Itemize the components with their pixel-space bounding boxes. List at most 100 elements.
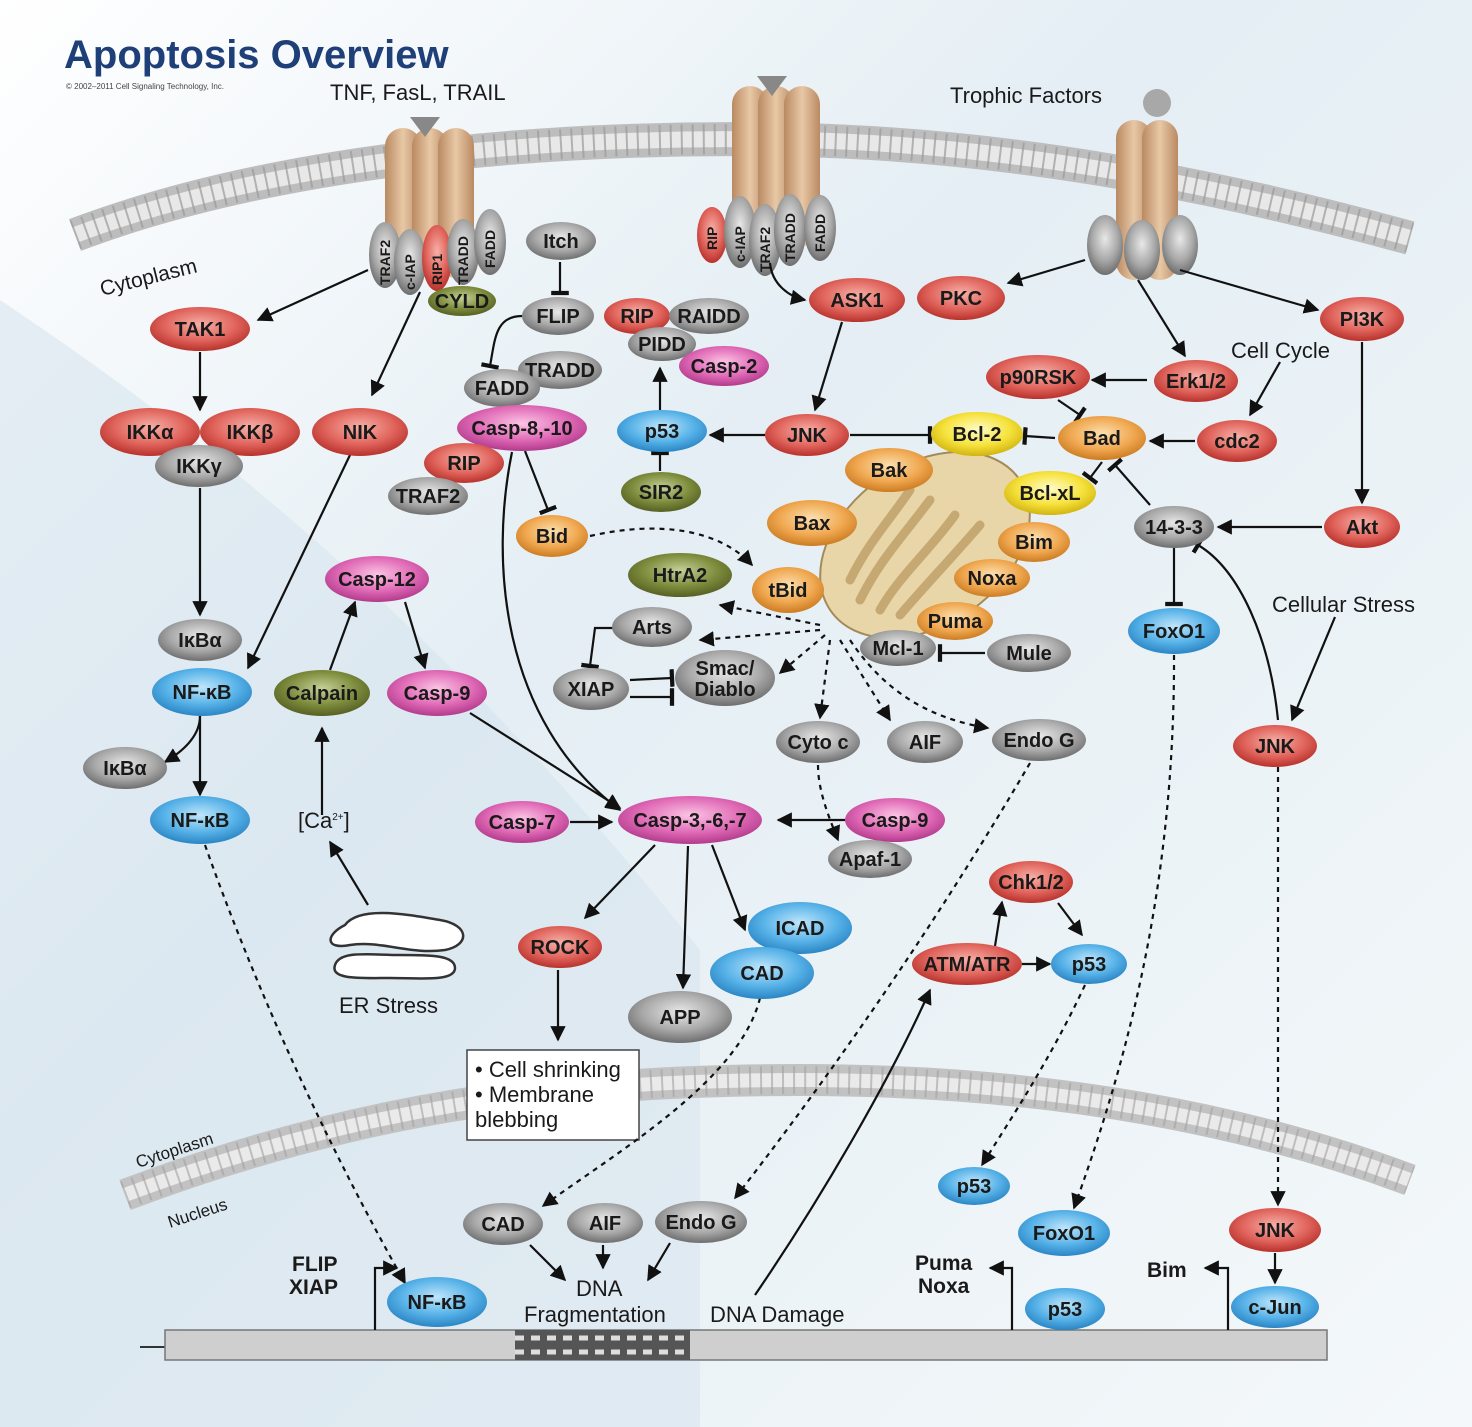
node-flip: FLIP <box>522 297 594 335</box>
node-tradd-label: TRADD <box>525 360 595 382</box>
node-casp7-label: Casp-7 <box>489 812 556 834</box>
node-ikkb-label: IKKβ <box>227 422 274 444</box>
node-calpain-shape <box>274 670 370 716</box>
node-nik: NIK <box>312 408 408 456</box>
node-nfkb2-shape <box>150 796 250 844</box>
node-bax: Bax <box>767 500 857 546</box>
node-calpain-label: Calpain <box>286 683 358 705</box>
node-bak-label: Bak <box>871 460 909 482</box>
r1-tradd: TRADD <box>455 236 471 285</box>
phenotype-line-1: • Cell shrinking <box>475 1057 621 1082</box>
node-cad2-label: CAD <box>481 1214 524 1236</box>
node-p53b-label: p53 <box>1072 954 1106 976</box>
node-bak-shape <box>845 448 933 492</box>
noxa-output: Noxa <box>918 1275 970 1298</box>
dna-fragmentation-label-2: Fragmentation <box>524 1302 666 1327</box>
node-pi3k-label: PI3K <box>1340 309 1385 331</box>
node-raidd: RAIDD <box>669 298 749 334</box>
node-p53d-label: p53 <box>1048 1299 1082 1321</box>
phenotype-line-2: • Membrane <box>475 1082 594 1107</box>
node-nik-shape <box>312 408 408 456</box>
xiap-output: XIAP <box>289 1276 338 1299</box>
node-jnk3-shape <box>1229 1208 1321 1252</box>
r1-fadd: FADD <box>482 230 498 268</box>
edge-34 <box>1081 461 1103 485</box>
node-casp810-label: Casp-8,-10 <box>471 418 572 440</box>
node-bid-label: Bid <box>536 526 568 548</box>
node-nfkb1-label: NF-κB <box>173 682 232 704</box>
node-aif2: AIF <box>567 1203 643 1243</box>
edge-8 <box>329 840 369 906</box>
node-fadd: FADD <box>464 369 540 407</box>
node-atm: ATM/ATR <box>912 943 1022 985</box>
node-cad1-label: CAD <box>740 963 783 985</box>
node-bax-shape <box>767 500 857 546</box>
node-casp7-shape <box>475 801 569 843</box>
node-app-shape <box>628 991 732 1043</box>
node-cdc2: cdc2 <box>1197 420 1277 462</box>
node-p53d: p53 <box>1025 1288 1105 1330</box>
node-bad-shape <box>1058 416 1146 460</box>
r1-ciap: c-IAP <box>402 254 418 290</box>
node-ikkg-shape <box>155 445 243 487</box>
edge-11 <box>469 712 622 809</box>
edge-53 <box>583 844 656 920</box>
node-casp7: Casp-7 <box>475 801 569 843</box>
puma-output: Puma <box>915 1252 973 1275</box>
dna-damage-label: DNA Damage <box>710 1302 845 1327</box>
node-atm-shape <box>912 943 1022 985</box>
node-mcl1-shape <box>860 630 936 666</box>
node-atm-label: ATM/ATR <box>923 954 1011 976</box>
node-nik-label: NIK <box>343 422 378 444</box>
calcium-label: [Ca2+] <box>298 808 350 833</box>
node-apaf1-label: Apaf-1 <box>839 849 901 871</box>
edge-10 <box>403 601 429 670</box>
node-bax-label: Bax <box>794 513 831 535</box>
node-casp9a-label: Casp-9 <box>404 683 471 705</box>
node-noxa-label: Noxa <box>968 568 1018 590</box>
node-cyld-shape <box>428 286 496 316</box>
edge-65 <box>992 900 1008 947</box>
node-bid-shape <box>516 515 588 557</box>
node-pkc: PKC <box>917 276 1005 320</box>
node-rock: ROCK <box>518 926 602 968</box>
edge-54 <box>675 845 692 990</box>
node-pidd: PIDD <box>628 327 696 361</box>
node-pkc-shape <box>917 276 1005 320</box>
node-nfkb3-label: NF-κB <box>408 1292 467 1314</box>
node-cjun-label: c-Jun <box>1248 1297 1301 1319</box>
node-endog2-shape <box>655 1201 747 1243</box>
node-mule-shape <box>987 634 1071 672</box>
node-flip-label: FLIP <box>536 306 579 328</box>
r1-traf2: TRAF2 <box>377 240 393 285</box>
node-xiap-shape <box>553 668 629 710</box>
node-casp2-label: Casp-2 <box>691 356 758 378</box>
node-b1433: 14-3-3 <box>1134 506 1214 548</box>
node-ask1-label: ASK1 <box>830 290 883 312</box>
node-b1433-shape <box>1134 506 1214 548</box>
node-chk: Chk1/2 <box>989 861 1073 903</box>
node-p90rsk-shape <box>986 355 1090 399</box>
node-bcl2-shape <box>931 412 1023 456</box>
node-cytoc: Cyto c <box>776 721 860 763</box>
edge-15 <box>589 527 754 567</box>
er-stress-icon <box>329 911 465 980</box>
edge-42 <box>698 628 821 647</box>
node-traf2-label: TRAF2 <box>396 486 460 508</box>
edge-21 <box>768 262 807 305</box>
node-raidd-label: RAIDD <box>677 306 740 328</box>
node-b1433-label: 14-3-3 <box>1145 517 1203 539</box>
node-ikka-label: IKKα <box>127 422 174 444</box>
edge-61 <box>647 1242 671 1282</box>
node-smac1: Smac/Diablo <box>675 650 775 706</box>
node-endog2: Endo G <box>655 1201 747 1243</box>
node-apaf1: Apaf-1 <box>828 840 912 878</box>
node-rip_a-shape <box>424 443 504 483</box>
node-akt-shape <box>1324 506 1400 548</box>
copyright: © 2002–2011 Cell Signaling Technology, I… <box>66 82 224 91</box>
node-ask1: ASK1 <box>809 278 905 322</box>
node-itch-label: Itch <box>543 231 579 253</box>
edge-55 <box>710 844 748 932</box>
node-bclxl-label: Bcl-xL <box>1019 483 1080 505</box>
node-p53d-shape <box>1025 1288 1105 1330</box>
